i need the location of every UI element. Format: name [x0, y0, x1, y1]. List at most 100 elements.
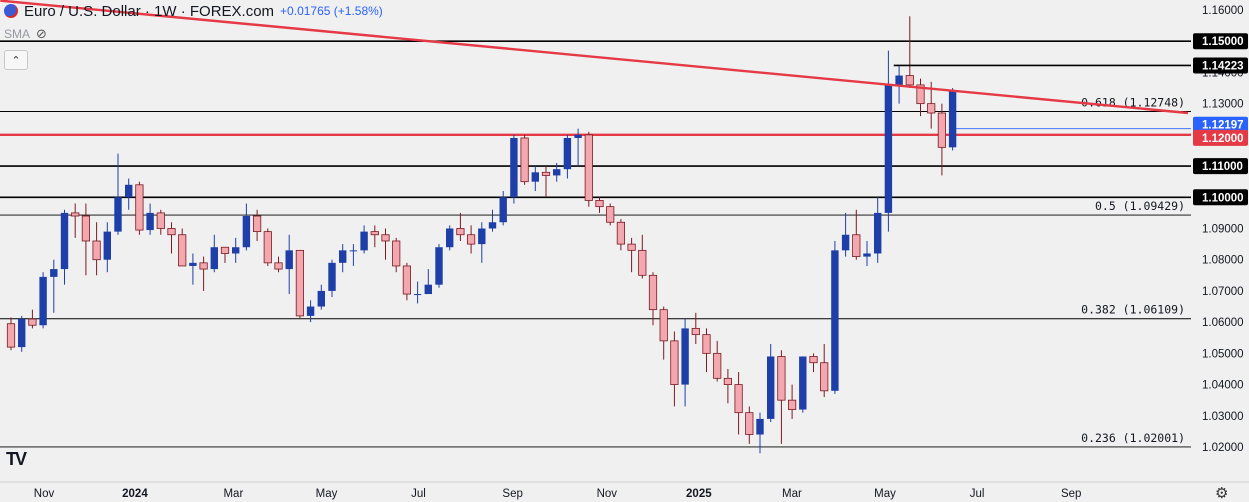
candle-body-45	[488, 222, 497, 229]
candle-body-46	[499, 197, 507, 223]
candle-body-42	[456, 228, 465, 236]
candle-body-48	[520, 137, 529, 183]
candle-body-49	[531, 172, 539, 182]
candle-80	[863, 240, 871, 266]
gear-icon[interactable]: ⚙	[1215, 485, 1229, 502]
x-tick-1: 2024	[122, 488, 148, 500]
candle-body-78	[841, 234, 850, 251]
chart-header: Euro / U.S. Dollar · 1W · FOREX.com +0.0…	[4, 2, 383, 20]
candle-body-32	[349, 250, 358, 252]
candle-body-85	[916, 84, 925, 105]
candle-body-86	[927, 103, 936, 114]
candle-40	[435, 244, 443, 288]
y-tick-14: 1.02000	[1202, 442, 1244, 454]
price-badge-label-5: 1.10000	[1202, 192, 1244, 204]
indicator-label[interactable]: SMA	[4, 27, 31, 41]
candle-body-71	[767, 356, 775, 419]
price-badge-label-4: 1.11000	[1202, 161, 1243, 173]
candle-16	[178, 228, 187, 267]
candle-body-39	[424, 284, 432, 295]
candle-body-17	[189, 262, 197, 266]
candle-34	[370, 225, 379, 248]
candle-31	[339, 244, 347, 273]
candle-body-76	[820, 362, 829, 392]
candle-68	[734, 372, 743, 435]
candle-body-53	[574, 134, 582, 138]
candles	[6, 16, 957, 454]
candle-body-19	[210, 247, 218, 270]
candle-55	[595, 197, 604, 213]
candle-body-73	[788, 399, 797, 410]
price-badge-label-3: 1.12000	[1202, 133, 1244, 145]
candle-62	[670, 331, 679, 407]
candle-body-18	[199, 262, 208, 270]
candle-body-79	[852, 234, 861, 257]
candle-61	[659, 306, 668, 360]
candle-57	[616, 219, 626, 251]
collapse-button[interactable]: ⌃	[4, 50, 28, 70]
candle-body-57	[616, 221, 626, 245]
overlays	[0, 0, 1217, 115]
y-tick-9: 1.07000	[1202, 286, 1244, 298]
candle-30	[328, 259, 336, 298]
candle-body-44	[478, 228, 486, 245]
candle-72	[777, 350, 786, 444]
time-axis[interactable]: Nov 2024 Mar May Jul Sep Nov 2025 Mar May Jul Sep	[0, 481, 1249, 500]
candle-29	[317, 284, 325, 310]
x-tick-3: May	[316, 488, 338, 500]
candle-9	[103, 222, 111, 273]
candle-body-34	[370, 231, 379, 236]
candle-2	[28, 309, 37, 329]
x-tick-8: Mar	[782, 488, 802, 500]
candle-body-15	[167, 228, 176, 236]
x-tick-7: 2025	[686, 488, 712, 500]
candle-body-64	[691, 327, 700, 336]
candle-17	[189, 253, 197, 285]
candle-53	[574, 128, 582, 167]
price-badge-label-0: 1.15000	[1202, 36, 1244, 48]
candle-74	[799, 356, 807, 413]
candle-body-13	[146, 212, 154, 231]
candle-20	[220, 246, 230, 263]
candle-79	[852, 209, 861, 260]
candle-50	[541, 166, 551, 198]
candle-body-77	[831, 250, 839, 391]
candle-body-61	[659, 309, 668, 342]
candle-body-41	[446, 228, 454, 248]
x-tick-9: May	[874, 488, 896, 500]
price-axis[interactable]: 1.160001.150001.140001.130001.120001.110…	[1191, 0, 1249, 502]
price-badge-box-2	[1193, 116, 1248, 133]
candle-32	[349, 244, 358, 266]
candle-71	[767, 343, 775, 423]
candle-64	[691, 312, 700, 344]
x-tick-6: Nov	[597, 488, 618, 500]
candle-body-27	[295, 249, 305, 317]
indicator-row[interactable]: SMA ⊘	[4, 26, 47, 42]
candle-67	[723, 368, 733, 404]
candle-body-65	[702, 334, 711, 354]
candle-28	[306, 300, 315, 323]
chart-title[interactable]: Euro / U.S. Dollar · 1W · FOREX.com	[24, 2, 275, 20]
candle-65	[702, 328, 711, 373]
candle-24	[263, 228, 272, 266]
candle-body-29	[317, 290, 325, 307]
candle-81	[874, 197, 882, 263]
eye-off-icon[interactable]: ⊘	[36, 26, 47, 41]
candle-body-6	[71, 212, 80, 217]
candle-body-40	[435, 247, 443, 285]
tradingview-logo[interactable]: TV	[6, 449, 27, 469]
candle-body-2	[28, 318, 37, 326]
candle-body-52	[563, 137, 572, 170]
candle-56	[606, 203, 615, 226]
candle-33	[360, 225, 368, 254]
x-tick-5: Sep	[502, 488, 522, 500]
candle-84	[905, 16, 914, 89]
candle-15	[167, 222, 176, 254]
candle-6	[71, 203, 80, 238]
candle-49	[531, 166, 539, 192]
candle-body-20	[220, 246, 230, 254]
candle-body-36	[392, 240, 401, 267]
candle-body-43	[466, 234, 476, 245]
candle-11	[125, 178, 133, 210]
